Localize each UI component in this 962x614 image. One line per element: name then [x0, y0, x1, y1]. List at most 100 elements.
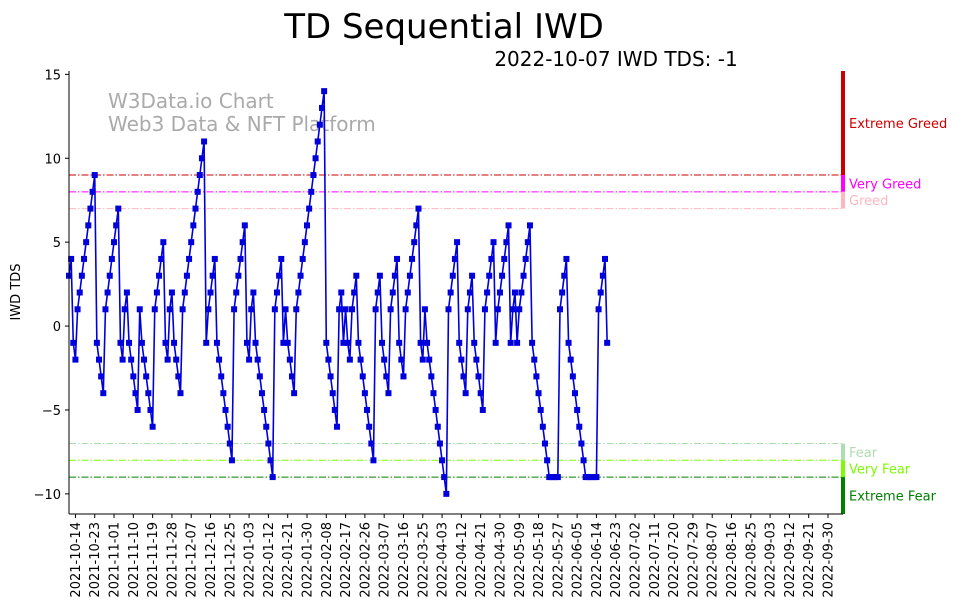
x-tick-label: 2022-06-14 — [590, 522, 605, 598]
band-label-4: Very Fear — [849, 463, 911, 478]
data-point — [128, 356, 135, 363]
x-tick-label: 2022-01-12 — [262, 522, 277, 598]
data-point — [346, 356, 353, 363]
data-point — [237, 255, 244, 262]
data-point — [293, 306, 300, 313]
x-tick-label: 2022-08-07 — [706, 522, 721, 598]
data-point — [68, 255, 75, 262]
x-tick-label: 2022-06-23 — [609, 522, 624, 598]
x-tick-label: 2021-12-25 — [223, 522, 238, 598]
data-point — [201, 138, 208, 145]
data-point — [421, 306, 428, 313]
data-point — [479, 406, 486, 413]
data-point — [288, 373, 295, 380]
data-point — [460, 373, 467, 380]
data-point — [419, 356, 426, 363]
series-layer — [66, 88, 611, 497]
data-point — [85, 222, 92, 229]
data-point — [211, 255, 218, 262]
data-point — [394, 255, 401, 262]
band-label-5: Extreme Fear — [849, 490, 937, 505]
data-point — [490, 239, 497, 246]
data-point — [449, 272, 456, 279]
data-point — [376, 272, 383, 279]
data-point — [168, 289, 175, 296]
data-point — [361, 390, 368, 397]
data-point — [389, 289, 396, 296]
data-point — [243, 339, 250, 346]
data-point — [228, 457, 235, 464]
x-tick-label: 2022-09-21 — [802, 522, 817, 598]
data-point — [87, 205, 94, 212]
data-point — [171, 339, 178, 346]
data-point — [132, 390, 139, 397]
data-point — [205, 306, 212, 313]
data-point — [179, 306, 186, 313]
data-point — [151, 306, 158, 313]
data-point — [441, 474, 448, 481]
chart-title: TD Sequential IWD — [283, 7, 604, 47]
data-point — [83, 239, 90, 246]
data-point — [276, 272, 283, 279]
data-point — [597, 289, 604, 296]
x-tick-label: 2022-03-16 — [397, 522, 412, 598]
data-point — [574, 406, 581, 413]
x-tick-label: 2021-12-16 — [204, 522, 219, 598]
data-point — [381, 356, 388, 363]
data-point — [404, 289, 411, 296]
data-point — [153, 289, 160, 296]
data-point — [280, 339, 287, 346]
data-point — [351, 289, 358, 296]
data-point — [104, 289, 111, 296]
data-point — [282, 306, 289, 313]
data-point — [74, 306, 81, 313]
data-point — [321, 88, 328, 95]
data-point — [402, 306, 409, 313]
y-tick-label: 10 — [44, 152, 61, 167]
data-point — [522, 255, 529, 262]
watermark-line-1: W3Data.io Chart — [108, 89, 274, 113]
data-point — [196, 172, 203, 179]
data-point — [434, 423, 441, 430]
data-point — [271, 306, 278, 313]
data-point — [599, 272, 606, 279]
data-point — [507, 339, 514, 346]
data-point — [162, 339, 169, 346]
data-point — [278, 255, 285, 262]
data-point — [286, 356, 293, 363]
x-tick-label: 2022-09-03 — [764, 522, 779, 598]
data-point — [336, 306, 343, 313]
x-tick-label: 2022-09-12 — [783, 522, 798, 598]
data-point — [325, 356, 332, 363]
data-point — [138, 339, 145, 346]
data-point — [520, 272, 527, 279]
data-point — [175, 373, 182, 380]
data-point — [593, 474, 600, 481]
data-point — [177, 390, 184, 397]
data-point — [436, 440, 443, 447]
data-point — [556, 306, 563, 313]
data-point — [424, 339, 431, 346]
data-point — [379, 339, 386, 346]
y-tick-label: 5 — [53, 236, 61, 251]
data-point — [471, 339, 478, 346]
data-point — [370, 457, 377, 464]
y-tick-label: 0 — [53, 320, 61, 335]
data-point — [454, 239, 461, 246]
data-point — [203, 339, 210, 346]
data-point — [578, 440, 585, 447]
chart-subtitle: 2022-10-07 IWD TDS: -1 — [494, 47, 737, 71]
data-point — [209, 272, 216, 279]
data-point — [91, 172, 98, 179]
x-tick-label: 2022-04-30 — [493, 522, 508, 598]
data-point — [222, 406, 229, 413]
x-tick-label: 2022-06-05 — [571, 522, 586, 598]
x-tick-label: 2021-10-23 — [88, 522, 103, 598]
data-point — [511, 289, 518, 296]
data-point — [89, 188, 96, 195]
data-point — [396, 339, 403, 346]
data-point — [160, 239, 167, 246]
data-point — [186, 255, 193, 262]
data-point — [486, 272, 493, 279]
data-point — [342, 306, 349, 313]
